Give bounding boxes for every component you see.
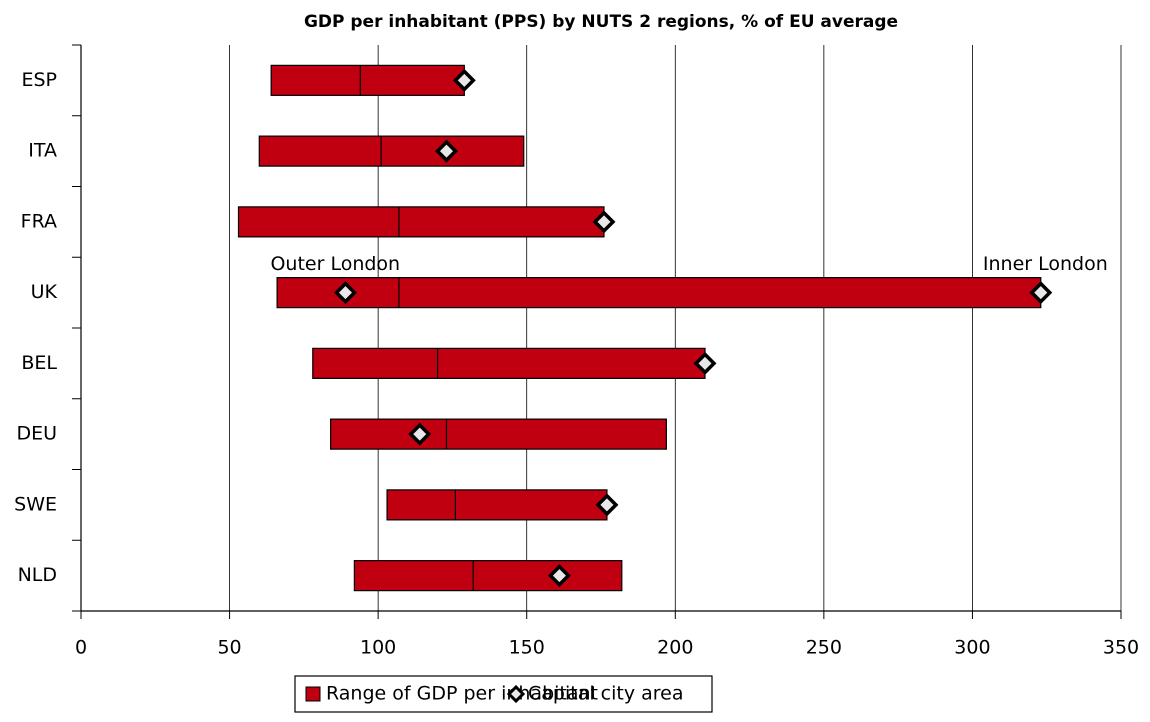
annotation: Outer London	[270, 253, 400, 275]
range-bar	[330, 418, 667, 450]
range-bar	[237, 206, 605, 238]
y-tick-label: ESP	[21, 69, 57, 91]
legend-swatch	[305, 686, 321, 702]
y-tick-label: DEU	[16, 423, 57, 445]
x-tick-label: 350	[1103, 637, 1139, 659]
range-bar	[353, 560, 623, 592]
capital-marker	[333, 281, 357, 305]
annotation: Inner London	[983, 253, 1108, 275]
capital-marker	[592, 210, 616, 234]
legend-label: Range of GDP per inhabitant	[326, 683, 598, 705]
y-tick-label: FRA	[21, 210, 57, 232]
range-bar	[312, 347, 706, 379]
x-tick-label: 50	[217, 637, 241, 659]
legend-label: Capital city area	[528, 683, 684, 705]
capital-marker	[435, 139, 458, 163]
range-bar	[276, 277, 1042, 309]
capital-marker	[408, 422, 432, 446]
y-tick-label: SWE	[14, 493, 57, 515]
x-tick-label: 100	[360, 637, 396, 659]
chart-title: GDP per inhabitant (PPS) by NUTS 2 regio…	[304, 12, 898, 32]
y-tick-label: NLD	[18, 564, 57, 586]
range-bar	[258, 135, 525, 167]
legend-box	[294, 675, 713, 713]
x-tick-label: 150	[509, 637, 545, 659]
capital-marker	[1029, 281, 1053, 305]
capital-marker	[547, 564, 571, 588]
capital-marker	[595, 493, 619, 517]
y-tick-label: UK	[31, 281, 58, 303]
y-tick-label: ITA	[28, 140, 57, 162]
legend-swatch	[506, 684, 526, 704]
y-tick-label: BEL	[21, 352, 57, 374]
x-tick-label: 300	[954, 637, 990, 659]
x-tick-label: 250	[806, 637, 842, 659]
range-bar	[386, 489, 608, 521]
capital-marker	[693, 351, 717, 375]
range-bar	[270, 64, 465, 96]
x-tick-label: 0	[75, 637, 87, 659]
capital-marker	[452, 68, 476, 92]
x-tick-label: 200	[657, 637, 693, 659]
